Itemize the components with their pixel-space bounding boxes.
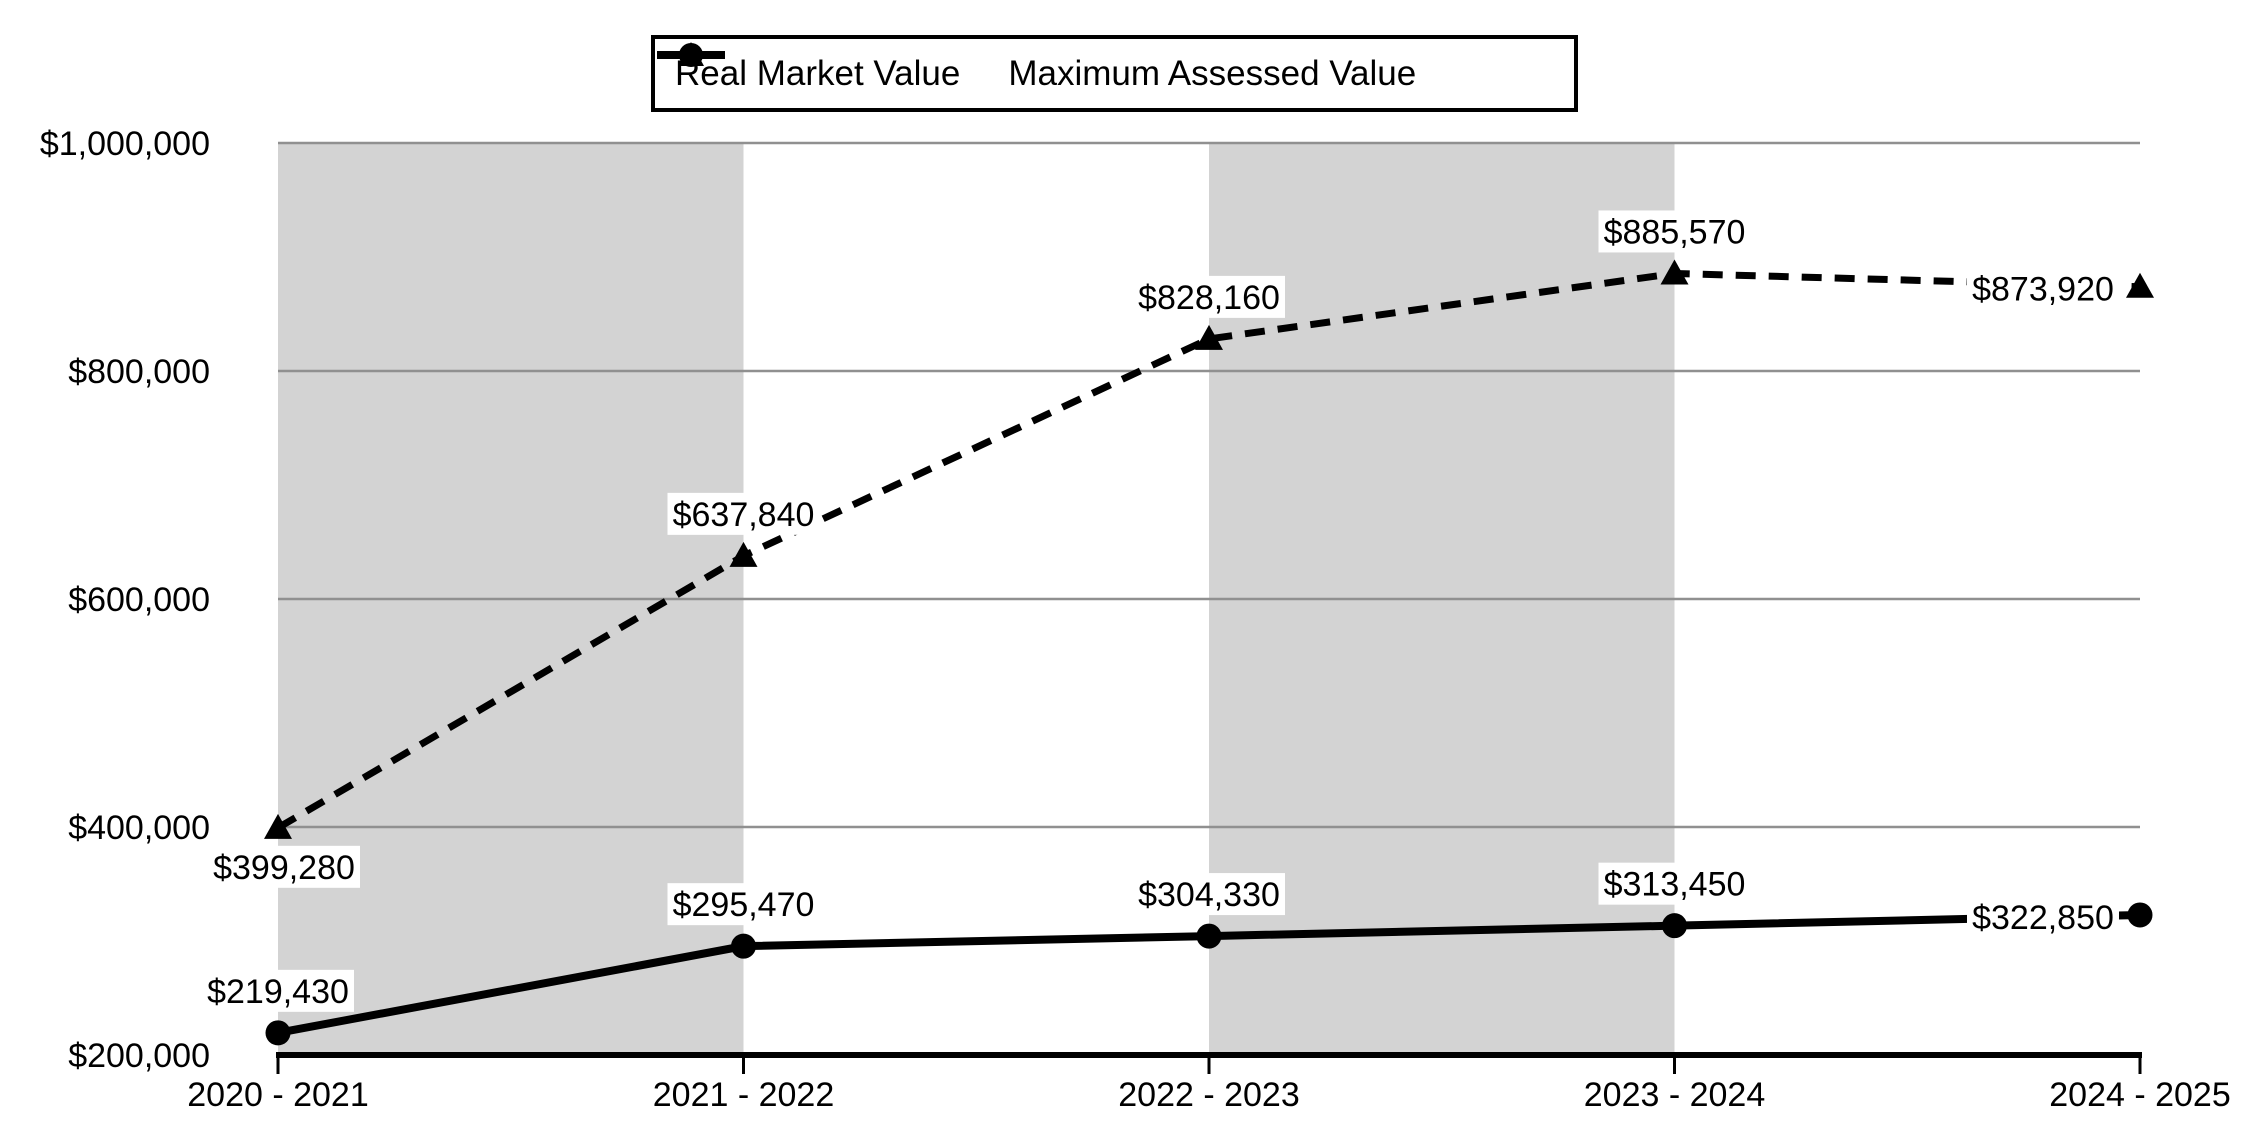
triangle-marker: [729, 541, 758, 567]
x-tick-label: 2020 - 2021: [187, 1076, 369, 1114]
data-label: $304,330: [1138, 876, 1280, 914]
triangle-marker: [1195, 324, 1223, 350]
y-tick-label: $800,000: [68, 353, 210, 391]
data-label-bg: [1598, 210, 1751, 253]
y-tick-label: $600,000: [68, 581, 210, 619]
data-label: $322,850: [1972, 899, 2114, 937]
circle-marker: [731, 933, 756, 959]
circle-marker: [1196, 923, 1222, 949]
circle-marker: [2127, 902, 2153, 928]
y-tick-label: $400,000: [68, 809, 210, 847]
data-label-bg: [202, 969, 354, 1012]
triangle-marker: [264, 813, 292, 839]
data-label-bg: [1967, 895, 2119, 938]
x-tick-label: 2023 - 2024: [1584, 1076, 1766, 1114]
y-tick-label: $200,000: [68, 1037, 210, 1075]
data-label: $637,840: [673, 496, 815, 534]
data-label: $219,430: [207, 973, 349, 1011]
x-tick-label: 2022 - 2023: [1118, 1076, 1300, 1114]
x-tick-label: 2024 - 2025: [2049, 1076, 2231, 1114]
circle-marker: [1662, 913, 1687, 939]
legend-label-real-market-value: Real Market Value: [675, 53, 961, 93]
circle-marker: [265, 1020, 291, 1046]
data-label-bg: [1133, 873, 1285, 916]
legend-label-maximum-assessed-value: Maximum Assessed Value: [1008, 53, 1417, 93]
x-tick-label: 2021 - 2022: [653, 1076, 835, 1114]
data-label: $313,450: [1604, 866, 1746, 904]
legend-item-maximum-assessed-value: Maximum Assessed Value: [657, 43, 1417, 94]
data-label-bg: [1598, 862, 1751, 905]
solid-line-circle-marker-icon: [657, 43, 725, 67]
data-label: $885,570: [1604, 213, 1746, 251]
data-label-bg: [1967, 267, 2119, 310]
y-tick-label: $1,000,000: [40, 125, 210, 163]
data-label: $873,920: [1972, 271, 2114, 309]
data-label-bg: [1133, 275, 1285, 318]
data-label: $399,280: [213, 849, 355, 887]
data-label-bg: [208, 845, 360, 888]
triangle-marker: [2126, 272, 2154, 298]
data-label-bg: [667, 883, 820, 926]
data-label: $295,470: [673, 886, 815, 924]
triangle-marker: [1660, 259, 1689, 285]
data-label: $828,160: [1138, 279, 1280, 317]
data-label-bg: [667, 492, 820, 535]
legend: Real Market Value Maximum Assessed Value: [651, 35, 1578, 112]
